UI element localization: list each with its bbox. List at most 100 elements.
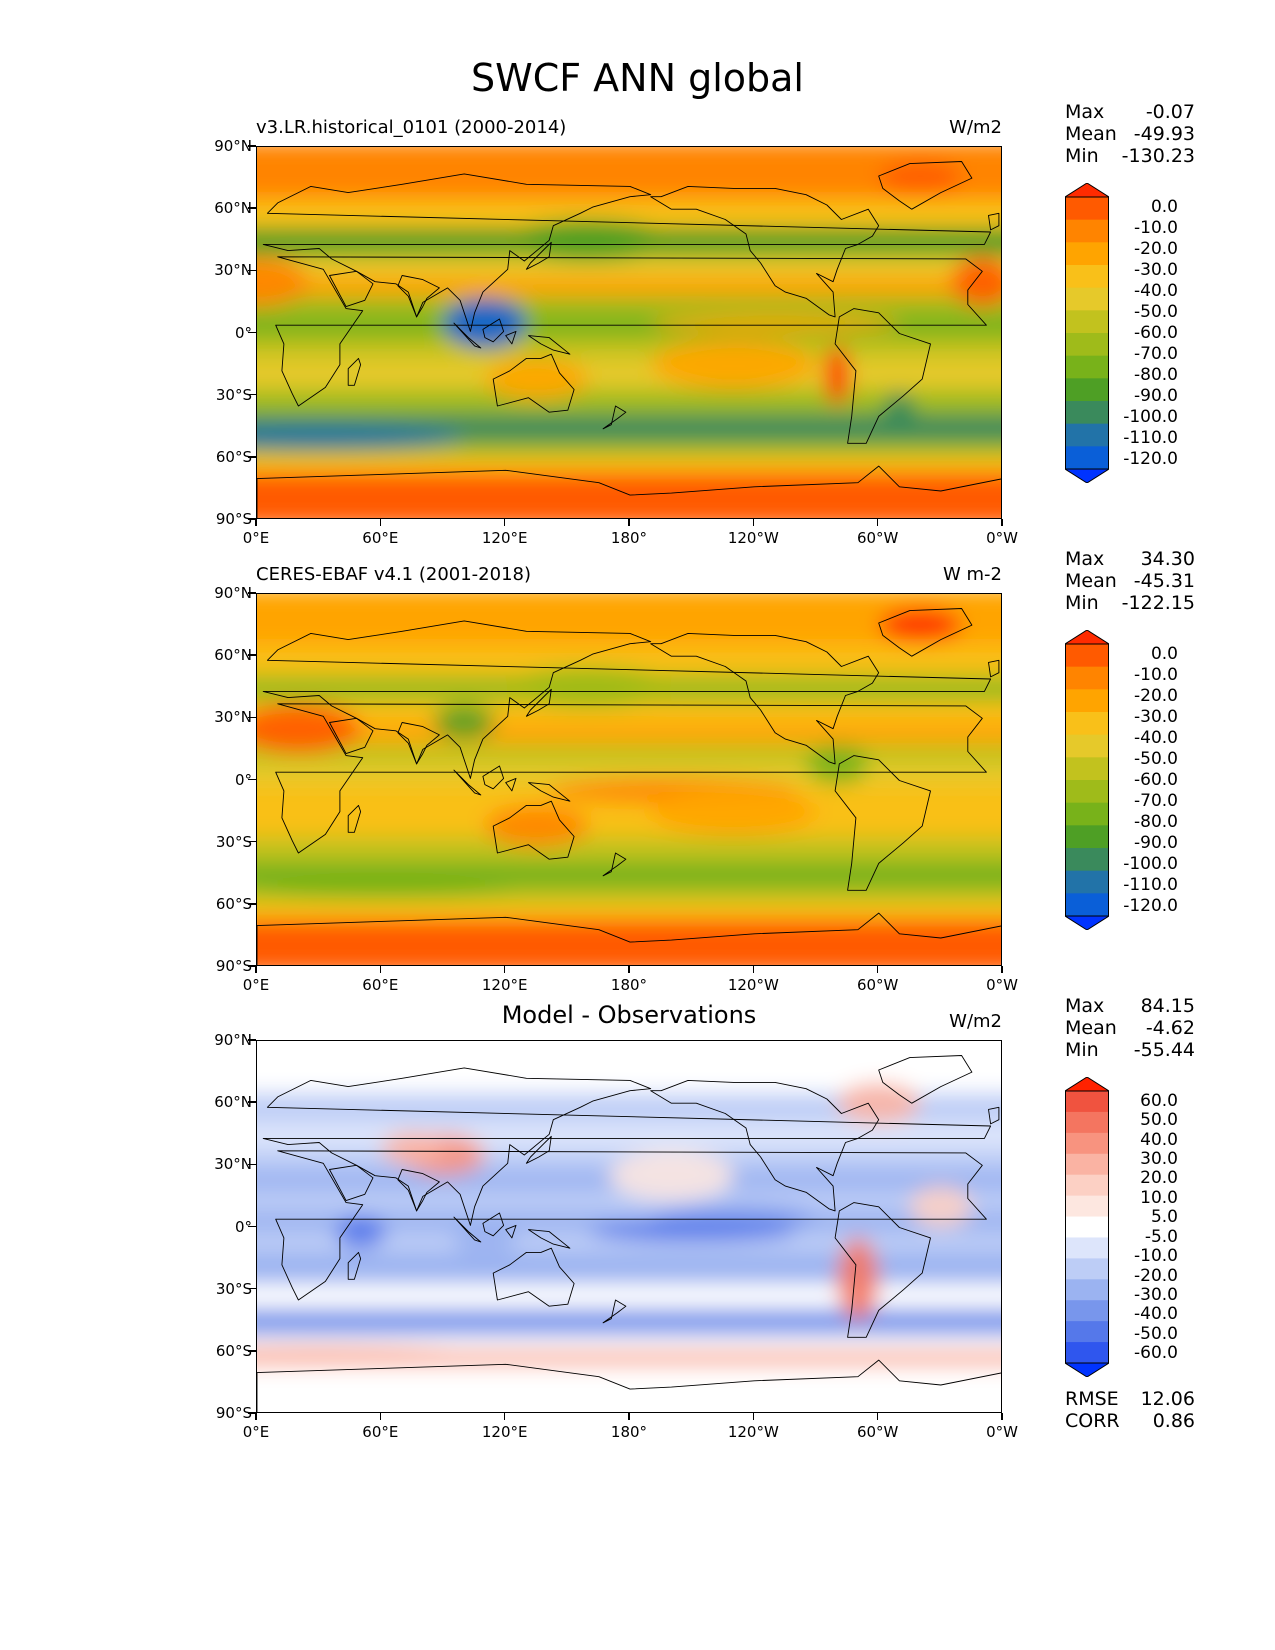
lat-tick (248, 145, 256, 147)
field-anomaly (505, 666, 672, 708)
panel-title: v3.LR.historical_0101 (2000-2014) (256, 117, 567, 138)
colorbar-tick-label: -80.0 (1134, 364, 1178, 385)
lon-tick-label: 60°E (362, 1423, 399, 1441)
panel-units: W/m2 (949, 1011, 1002, 1032)
colorbar-segment (1065, 1237, 1109, 1259)
coastline-uk (988, 212, 1000, 231)
lon-tick (255, 1413, 257, 1420)
lat-tick-label: 90°S (215, 510, 252, 528)
coastline-eurasia (262, 620, 992, 779)
colorbar-labels: 60.0 50.0 40.0 30.0 20.0 10.0 5.0 -5.0 -10.0 -20.… (1110, 1077, 1200, 1377)
colorbar (1063, 182, 1111, 484)
colorbar (1063, 1076, 1111, 1378)
colorbar-tick-label: -40.0 (1134, 1304, 1178, 1325)
stat-mean: Mean -4.62 (1065, 1017, 1195, 1039)
coastline-africa (275, 703, 987, 854)
lon-tick (503, 966, 506, 973)
colorbar-segment (1065, 333, 1109, 357)
field-anomaly (824, 345, 850, 404)
field-anomaly (505, 219, 672, 261)
colorbar-tick-label: 60.0 (1140, 1090, 1178, 1111)
lon-tick-label: 60°W (856, 976, 899, 994)
colorbar-segment (1065, 1279, 1109, 1301)
colorbar-segment (1065, 1091, 1109, 1113)
colorbar-tick-label: -20.0 (1134, 686, 1178, 707)
stat-label: Min (1065, 1039, 1099, 1061)
stat-value: -130.23 (1121, 145, 1195, 167)
map-plot (256, 1040, 1002, 1413)
coastline-uk (988, 1106, 1000, 1125)
lat-tick-label: 30°N (214, 708, 252, 727)
lat-tick (248, 331, 256, 334)
stat-label: Min (1065, 592, 1099, 614)
colorbar-segment (1065, 689, 1109, 713)
field-anomaly (257, 871, 527, 897)
colorbar-segment (1065, 1258, 1109, 1280)
colorbar-segment (1065, 1321, 1109, 1343)
coastline-greenland (878, 608, 973, 657)
coastline-samerica (834, 308, 931, 444)
stat-mean: Mean -49.93 (1065, 123, 1195, 145)
lon-tick-label: 0°E (242, 529, 270, 547)
lon-tick (752, 519, 755, 526)
coastline-eurasia (262, 1067, 992, 1226)
lon-tick-label: 120°W (727, 1423, 779, 1441)
map-plot (256, 146, 1002, 519)
colorbar-extend-max (1063, 629, 1111, 645)
coastline-africa (275, 1150, 987, 1301)
coastline-nz (602, 405, 627, 430)
colorbar-segment (1065, 197, 1109, 221)
coastline-antarctica (257, 912, 1001, 965)
stat-label: Mean (1065, 123, 1117, 145)
lon-tick-label: 60°W (856, 529, 899, 547)
lat-tick-label: 60°S (215, 447, 252, 466)
field-anomaly (257, 256, 309, 307)
colorbar-segment (1065, 1195, 1109, 1218)
lon-tick (1001, 966, 1003, 973)
stat-value: -122.15 (1121, 592, 1195, 614)
colorbar-tick-label: -110.0 (1123, 874, 1178, 895)
lat-tick-label: 30°N (214, 1155, 252, 1174)
colorbar-tick-label: -5.0 (1144, 1226, 1178, 1247)
colorbar-segment (1065, 310, 1109, 334)
map-field (257, 1041, 1001, 1412)
lon-tick (1001, 519, 1003, 526)
lon-tick (752, 1413, 755, 1420)
colorbar-tick-label: -120.0 (1123, 895, 1178, 916)
coastline-borneo2 (505, 330, 517, 345)
lat-tick (248, 1039, 256, 1041)
colorbar-segment (1065, 870, 1109, 894)
lon-tick (876, 1413, 879, 1420)
field-anomaly (878, 161, 962, 195)
coastline-australia (492, 800, 575, 860)
panel-units: W/m2 (949, 117, 1002, 138)
field-anomaly (484, 358, 589, 400)
lon-tick-label: 0°E (242, 1423, 270, 1441)
lon-tick (628, 519, 630, 526)
lat-tick-label: 60°N (214, 646, 252, 665)
colorbar-segment (1065, 242, 1109, 266)
lat-tick (248, 207, 256, 209)
stat-value: -49.93 (1133, 123, 1195, 145)
error-stats: RMSE 12.06 CORR 0.86 (1065, 1388, 1195, 1432)
stat-min: Min -130.23 (1065, 145, 1195, 167)
summary-stats: Max 34.30 Mean -45.31 Min -122.15 (1065, 548, 1195, 614)
stat-label: Mean (1065, 1017, 1117, 1039)
coastline-india (397, 722, 440, 765)
map-panel-2: CERES-EBAF v4.1 (2001-2018) W m-2 90°N 60°N… (0, 548, 1275, 1034)
summary-stats: Max 84.15 Mean -4.62 Min -55.44 (1065, 995, 1195, 1061)
colorbar-tick-label: -90.0 (1134, 832, 1178, 853)
colorbar-tick-label: -30.0 (1134, 260, 1178, 281)
lat-tick (248, 903, 256, 905)
stat-max: Max -0.07 (1065, 101, 1195, 123)
coastline-namerica (650, 185, 880, 318)
lat-tick (248, 393, 256, 396)
colorbar-extend-min (1063, 1362, 1111, 1378)
lon-tick (876, 519, 879, 526)
lon-tick (379, 966, 382, 973)
stat-value: -55.44 (1133, 1039, 1195, 1061)
colorbar-tick-label: -20.0 (1134, 239, 1178, 260)
colorbar-segment (1065, 355, 1109, 379)
coastline-eurasia (262, 173, 992, 332)
latitude-axis: 90°N 60°N 30°N 0° 30°S 60°S 90°S (180, 137, 252, 528)
